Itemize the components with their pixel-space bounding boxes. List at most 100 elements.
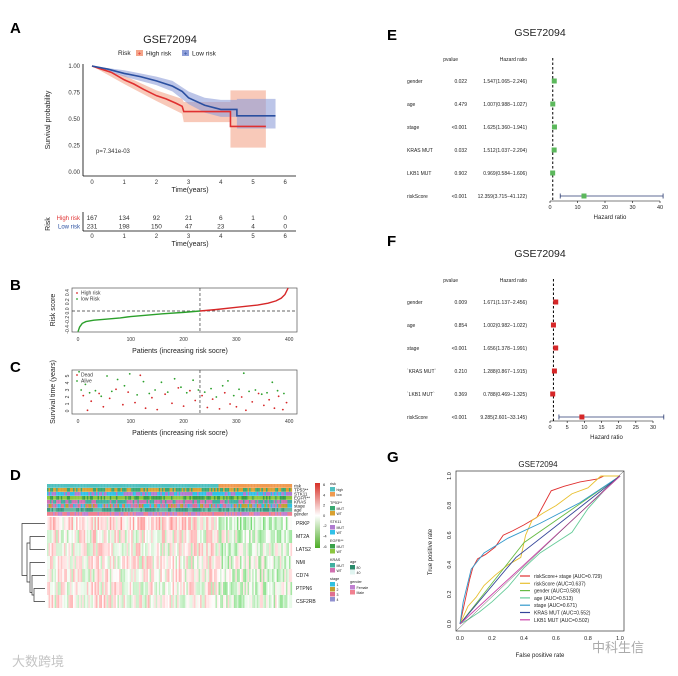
heatmap-cell	[74, 556, 77, 569]
heatmap-cell	[189, 556, 192, 569]
heatmap-cell	[128, 569, 130, 582]
heatmap-cell	[243, 582, 245, 595]
annotation-cell	[267, 492, 270, 496]
heatmap-cell	[201, 517, 204, 530]
risk-table-cell: 134	[119, 215, 130, 222]
annotation-cell	[238, 484, 241, 488]
annotation-cell	[65, 508, 68, 512]
heatmap-cell	[195, 543, 198, 556]
annotation-cell	[59, 500, 61, 504]
annotation-cell	[288, 492, 291, 496]
annotation-cell	[275, 492, 277, 496]
heatmap-cell	[207, 595, 210, 608]
annotation-cell	[241, 484, 244, 488]
legend-title: STK11	[330, 520, 341, 524]
dead-point	[115, 388, 117, 391]
legend-swatch	[330, 506, 335, 511]
heatmap-cell	[243, 517, 245, 530]
heatmap-cell	[88, 595, 90, 608]
annotation-cell	[249, 496, 251, 500]
heatmap-cell	[265, 530, 268, 543]
heatmap-cell	[47, 595, 49, 608]
annotation-cell	[221, 484, 224, 488]
heatmap-cell	[215, 556, 218, 569]
annotation-cell	[151, 500, 153, 504]
annotation-cell	[117, 508, 120, 512]
heatmap-cell	[256, 517, 259, 530]
heatmap-cell	[221, 582, 224, 595]
alive-point	[197, 389, 200, 391]
heatmap-cell	[92, 569, 95, 582]
heatmap-cell	[140, 582, 143, 595]
annotation-cell	[180, 500, 182, 504]
annotation-cell	[99, 508, 101, 512]
heatmap-cell	[92, 582, 95, 595]
annotation-cell	[102, 512, 104, 516]
legend-swatch	[330, 587, 335, 592]
heatmap-cell	[56, 530, 58, 543]
heatmap-cell	[261, 582, 264, 595]
heatmap-cell	[284, 556, 286, 569]
annotation-cell	[206, 508, 208, 512]
annotation-cell	[253, 488, 256, 492]
heatmap-cell	[146, 543, 149, 556]
annotation-cell	[184, 496, 187, 500]
heatmap-cell	[207, 543, 210, 556]
annotation-cell	[126, 496, 129, 500]
heatmap-cell	[241, 595, 244, 608]
annotation-cell	[79, 508, 81, 512]
annotation-cell	[177, 484, 179, 488]
heatmap-cell	[120, 556, 123, 569]
hr-marker	[551, 368, 557, 374]
annotation-cell	[96, 508, 98, 512]
heatmap-cell	[109, 556, 112, 569]
annotation-cell	[62, 508, 64, 512]
heatmap-cell	[243, 530, 245, 543]
heatmap-cell	[265, 517, 268, 530]
heatmap-cell	[249, 582, 251, 595]
heatmap-cell	[57, 543, 60, 556]
annotation-cell	[244, 496, 247, 500]
watermark-left: 大数跨境	[12, 654, 64, 669]
color-scale-tick: -6	[323, 544, 327, 549]
heatmap-cell	[177, 530, 179, 543]
heatmap-cell	[265, 595, 268, 608]
heatmap-cell	[63, 582, 66, 595]
annotation-cell	[164, 488, 167, 492]
annotation-cell	[143, 484, 146, 488]
heatmap-cell	[220, 517, 222, 530]
dead-point	[206, 406, 209, 409]
annotation-cell	[180, 496, 182, 500]
heatmap-cell	[103, 569, 106, 582]
hr-marker	[553, 299, 559, 305]
annotation-cell	[270, 500, 273, 504]
legend-label: stage (AUC=0.671)	[534, 603, 577, 609]
annotation-cell	[218, 504, 221, 508]
alive-point	[88, 391, 91, 394]
annotation-cell	[149, 488, 152, 492]
dead-point	[235, 405, 238, 408]
legend-item-label: 2	[337, 588, 339, 592]
annotation-cell	[194, 492, 196, 496]
annotation-cell	[74, 504, 77, 508]
heatmap-cell	[120, 530, 123, 543]
annotation-cell	[56, 484, 58, 488]
heatmap-cell	[100, 517, 103, 530]
heatmap-cell	[247, 595, 250, 608]
heatmap-cell	[117, 556, 120, 569]
heatmap-cell	[59, 517, 61, 530]
annotation-cell	[71, 496, 74, 500]
heatmap-cell	[100, 543, 103, 556]
annotation-cell	[85, 496, 87, 500]
heatmap-cell	[235, 582, 237, 595]
annotation-cell	[140, 512, 143, 516]
heatmap-cell	[239, 582, 242, 595]
annotation-cell	[69, 484, 72, 488]
annotation-cell	[48, 492, 51, 496]
heatmap-cell	[62, 595, 64, 608]
heatmap-cell	[267, 582, 270, 595]
annotation-cell	[76, 488, 78, 492]
annotation-cell	[146, 500, 149, 504]
heatmap-cell	[128, 595, 130, 608]
